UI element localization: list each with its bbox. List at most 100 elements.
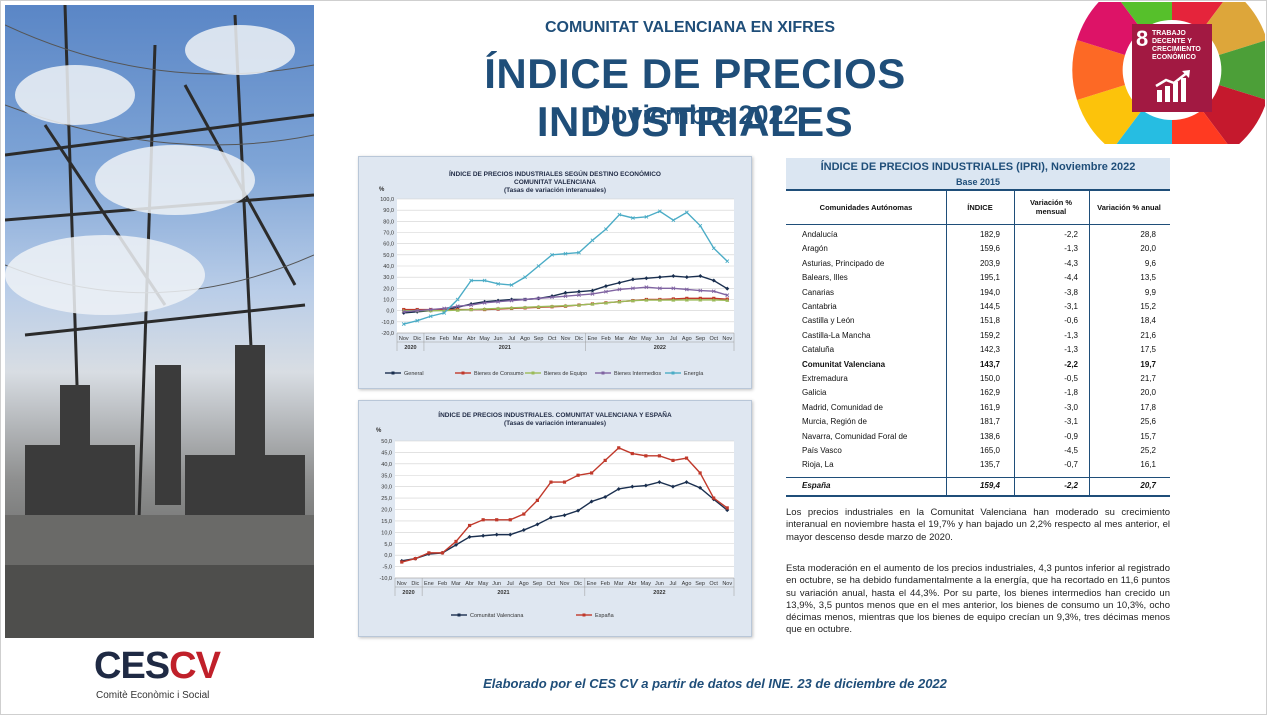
table-cell: País Vasco [802, 446, 842, 455]
table-cell: -3,1 [1064, 417, 1078, 427]
logo-main-text: CES [94, 645, 170, 687]
data-point [630, 298, 635, 303]
x-tick-label: Ago [682, 336, 692, 342]
data-point [617, 287, 622, 292]
data-point [496, 299, 501, 304]
x-tick-label: Oct [547, 581, 556, 587]
x-tick-label: Jun [655, 581, 664, 587]
chart-title: ÍNDICE DE PRECIOS INDUSTRIALES SEGÚN DES… [449, 169, 661, 178]
y-tick-label: 20,0 [381, 508, 392, 514]
year-label: 2020 [404, 345, 416, 351]
y-tick-label: 45,0 [381, 450, 392, 456]
table-cell: 159,2 [979, 330, 1000, 340]
y-axis-label: % [376, 428, 382, 434]
legend-marker [671, 371, 675, 375]
y-tick-label: 0,0 [384, 553, 392, 559]
data-point [428, 307, 433, 312]
year-label: 2021 [499, 345, 511, 351]
y-tick-label: -20,0 [381, 331, 394, 337]
x-tick-label: Jul [669, 581, 676, 587]
x-tick-label: Jul [670, 336, 677, 342]
sdg-badge: 8 TRABAJO DECENTE Y CRECIMIENTO ECONÓMIC… [1067, 2, 1265, 144]
table-cell: 151,8 [979, 316, 1000, 326]
data-point [562, 480, 567, 484]
x-tick-label: Dic [574, 581, 582, 587]
data-point [494, 532, 499, 537]
x-tick-label: Mar [453, 336, 463, 342]
legend-marker [461, 371, 465, 375]
table-cell: -1,3 [1064, 330, 1078, 340]
data-point [630, 286, 635, 291]
data-point [509, 305, 514, 310]
table-row: Murcia, Región de 181,7 -3,1 25,6 [786, 415, 1170, 430]
data-point [455, 297, 460, 302]
x-tick-label: Dic [575, 336, 583, 342]
legend-marker [601, 371, 605, 375]
x-tick-label: Nov [722, 581, 732, 587]
table-cell: 20,0 [1140, 244, 1156, 254]
chart-subtitle: COMUNITAT VALENCIANA [514, 179, 596, 186]
table-cell: Asturias, Principado de [802, 258, 885, 268]
table-cell: 181,7 [979, 417, 1000, 427]
x-tick-label: Abr [628, 581, 637, 587]
data-point [711, 278, 716, 283]
data-point [604, 289, 608, 294]
legend-label: Bienes de Consumo [474, 371, 524, 377]
data-point [496, 306, 501, 311]
data-point [401, 309, 406, 314]
data-point [577, 293, 581, 297]
table-cell: Rioja, La [802, 460, 834, 470]
table-cell: 20,7 [1140, 481, 1156, 490]
table-cell: 16,1 [1140, 460, 1156, 470]
y-tick-label: 35,0 [381, 473, 392, 479]
x-tick-label: Sep [534, 336, 544, 342]
table-row: Extremadura 150,0 -0,5 21,7 [786, 372, 1170, 387]
data-point [549, 480, 553, 484]
page-subtitle: Noviembre 2022 [591, 100, 799, 130]
data-point [684, 275, 689, 280]
data-point [725, 506, 729, 510]
bottom-rule [786, 495, 1170, 497]
table-cell: -4,3 [1064, 258, 1078, 268]
table-cell: 28,8 [1140, 230, 1156, 239]
table-cell: Aragón [802, 244, 828, 254]
table-cell: Madrid, Comunidad de [802, 402, 883, 412]
legend-label: Bienes de Equipo [544, 371, 587, 377]
data-point [590, 291, 595, 296]
x-tick-label: Sep [695, 336, 705, 342]
chart-note: (Tasas de variación interanuales) [504, 187, 606, 194]
table-cell: 21,6 [1140, 330, 1156, 340]
y-tick-label: 5,0 [384, 542, 392, 548]
data-point [496, 281, 501, 286]
y-tick-label: 0,0 [386, 309, 394, 315]
page-title: ÍNDICE DE PRECIOS INDUSTRIALES [484, 50, 906, 145]
data-point [657, 209, 662, 214]
data-point [442, 306, 447, 311]
y-tick-label: 30,0 [381, 485, 392, 491]
table-row: Madrid, Comunidad de 161,9 -3,0 17,8 [786, 401, 1170, 416]
table-cell: 18,4 [1140, 316, 1156, 326]
x-tick-label: Abr [465, 581, 474, 587]
data-point [562, 513, 567, 518]
table-cell: 150,0 [979, 374, 1000, 383]
table-cell: Castilla y León [802, 316, 855, 326]
data-point [630, 484, 635, 489]
y-axis-label: % [379, 187, 385, 193]
column-divider [1089, 190, 1090, 496]
x-tick-label: Nov [722, 336, 732, 342]
x-tick-label: Nov [561, 336, 571, 342]
table-cell: 17,8 [1140, 402, 1156, 412]
table-row: Aragón 159,6 -1,3 20,0 [786, 242, 1170, 257]
x-tick-label: Oct [548, 336, 557, 342]
data-point [576, 508, 581, 513]
y-tick-label: 70,0 [383, 231, 394, 237]
data-point [521, 528, 526, 533]
table-cell: 162,9 [979, 388, 1000, 398]
data-point [563, 290, 568, 295]
x-tick-label: May [479, 336, 490, 342]
table-cell: Canarias [802, 287, 835, 297]
data-point [454, 539, 458, 544]
year-label: 2021 [497, 590, 509, 596]
data-point [550, 304, 555, 308]
table-row: Cataluña 142,3 -1,3 17,5 [786, 343, 1170, 358]
